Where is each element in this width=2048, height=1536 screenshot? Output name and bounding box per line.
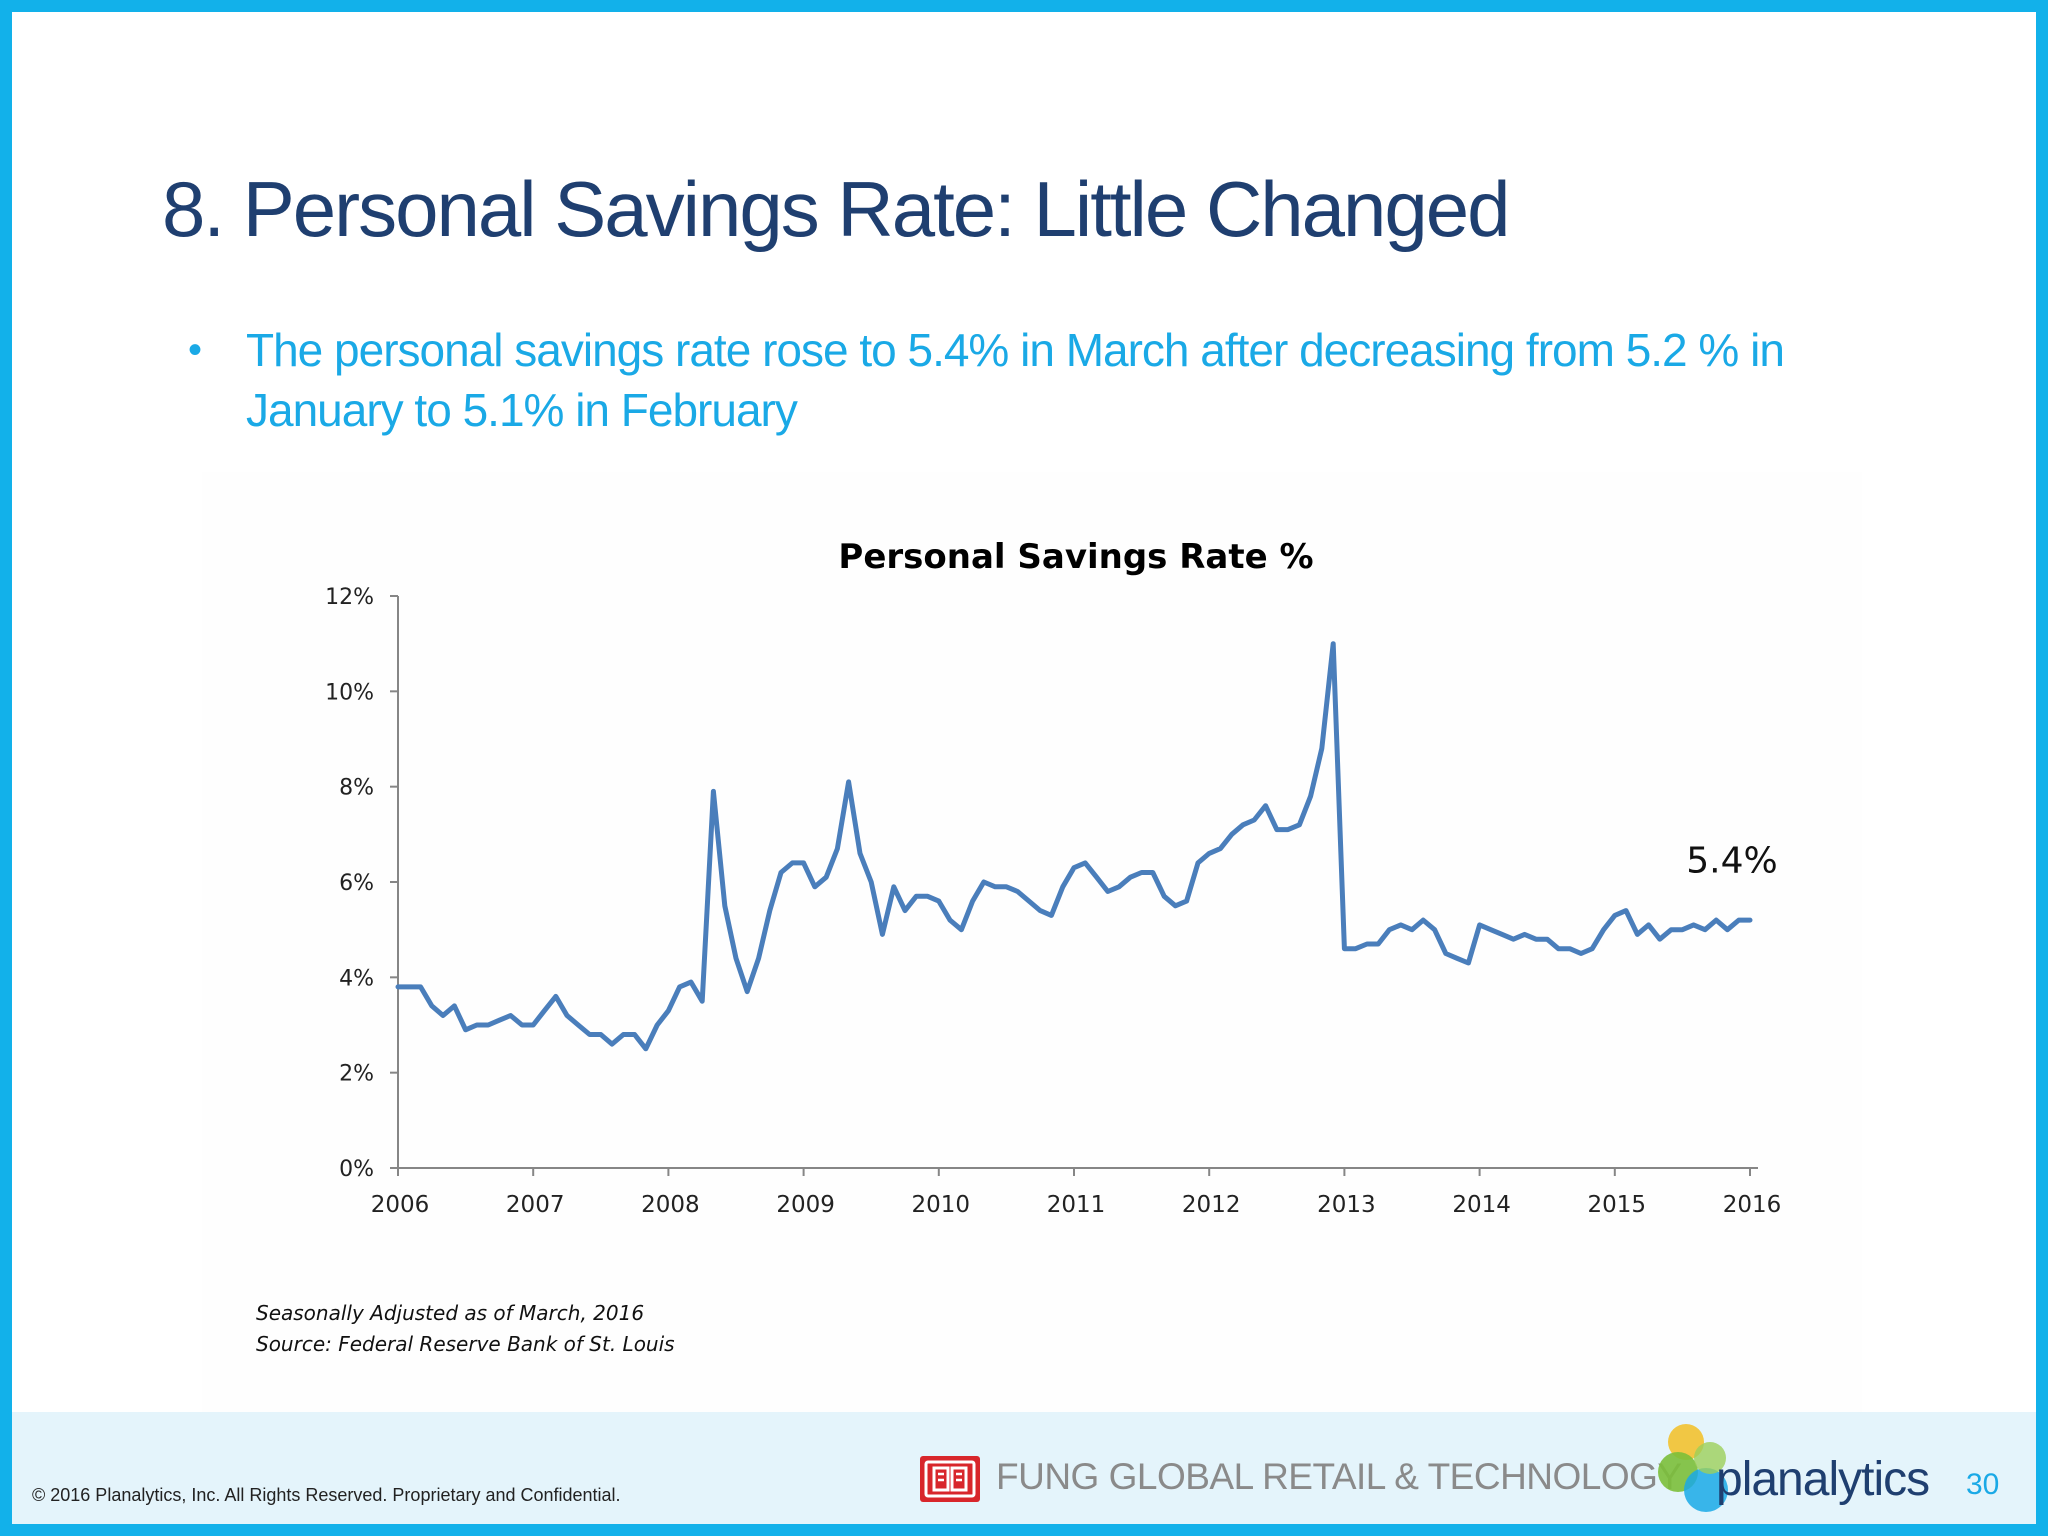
y-tick-label: 4%: [339, 966, 374, 991]
savings-rate-chart: Personal Savings Rate % 0% 2% 4% 6% 8% 10% 12% 2…: [325, 537, 1782, 1218]
fung-logo-label: FUNG GLOBAL RETAIL & TECHNOLOGY: [996, 1456, 1682, 1497]
page-number: 30: [1966, 1468, 2000, 1501]
x-tick-label: 2013: [1317, 1192, 1376, 1218]
y-tick-label: 8%: [339, 776, 374, 801]
chart-title: Personal Savings Rate %: [838, 537, 1313, 577]
x-tick-label: 2006: [371, 1192, 430, 1218]
fung-logo-icon: [920, 1456, 980, 1502]
chart-notes: Seasonally Adjusted as of March, 2016 So…: [256, 1298, 675, 1360]
y-tick-label: 2%: [339, 1062, 374, 1087]
note-seasonally-adjusted: Seasonally Adjusted as of March, 2016: [256, 1301, 645, 1325]
y-tick-label: 0%: [339, 1157, 374, 1182]
x-tick-label: 2008: [641, 1192, 700, 1218]
x-tick-label: 2016: [1723, 1192, 1782, 1218]
planalytics-logo-icon: [1658, 1424, 1728, 1512]
x-tick-label: 2014: [1452, 1192, 1511, 1218]
copyright-text: © 2016 Planalytics, Inc. All Rights Rese…: [32, 1485, 621, 1505]
bullet-dot-icon: •: [188, 328, 202, 372]
x-tick-label: 2010: [912, 1192, 971, 1218]
bullet-text: The personal savings rate rose to 5.4% i…: [246, 324, 1785, 436]
note-source: Source: Federal Reserve Bank of St. Loui…: [256, 1332, 675, 1356]
y-tick-label: 6%: [339, 871, 374, 896]
x-tick-label: 2012: [1182, 1192, 1241, 1218]
latest-value-annotation: 5.4%: [1686, 841, 1777, 882]
x-tick-label: 2011: [1047, 1192, 1106, 1218]
x-tick-label: 2007: [506, 1192, 565, 1218]
x-tick-label: 2009: [776, 1192, 835, 1218]
y-tick-label: 10%: [325, 680, 374, 705]
chart-panel: Personal Savings Rate % 0% 2% 4% 6% 8% 10% 12% 2…: [202, 472, 1862, 1412]
y-tick-label: 12%: [325, 585, 374, 610]
planalytics-logo-label: planalytics: [1716, 1453, 1930, 1506]
slide-title: 8. Personal Savings Rate: Little Changed: [162, 165, 1511, 253]
series-line-savings-rate: [395, 641, 1753, 1052]
x-tick-label: 2015: [1588, 1192, 1647, 1218]
